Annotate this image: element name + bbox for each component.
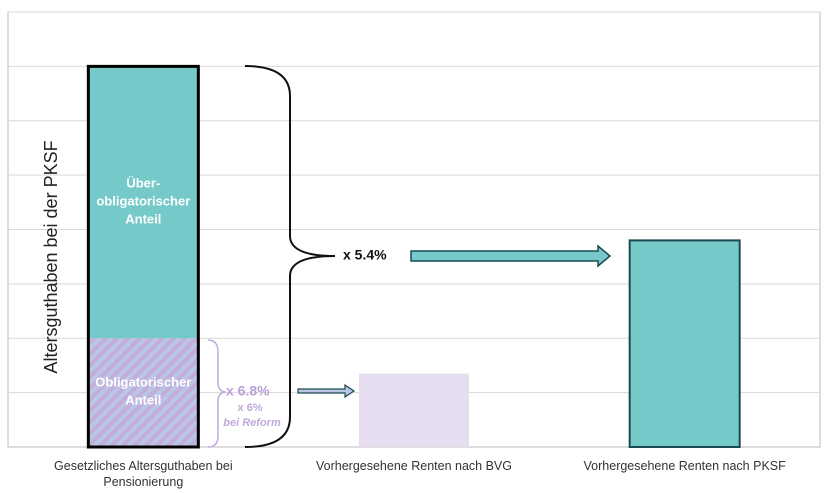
arrow: [410, 244, 612, 268]
annotation: x 6%: [237, 402, 262, 414]
brace: [244, 65, 336, 448]
x-tick-label: Gesetzliches Altersguthaben bei Pensioni…: [54, 459, 233, 489]
y-axis-label: Altersguthaben bei der PKSF: [41, 140, 61, 373]
annotation: x 6.8%: [226, 383, 270, 399]
segment-label: Obligatorischer Anteil: [95, 375, 191, 408]
x-tick-label: Vorhergesehene Renten nach PKSF: [583, 459, 786, 473]
bar-outline: [86, 64, 200, 449]
segment-label: Über-obligatorischer Anteil: [96, 176, 190, 227]
bar-segment: [88, 66, 199, 339]
annotation: bei Reform: [223, 417, 281, 429]
x-tick-label: Vorhergesehene Renten nach BVG: [316, 459, 512, 473]
brace-small: [207, 339, 227, 448]
bar-segment: [628, 239, 741, 448]
bar-segment: [359, 373, 469, 447]
annotation: x 5.4%: [343, 247, 387, 263]
bar-segment: [88, 338, 199, 447]
arrow-small: [297, 383, 356, 399]
